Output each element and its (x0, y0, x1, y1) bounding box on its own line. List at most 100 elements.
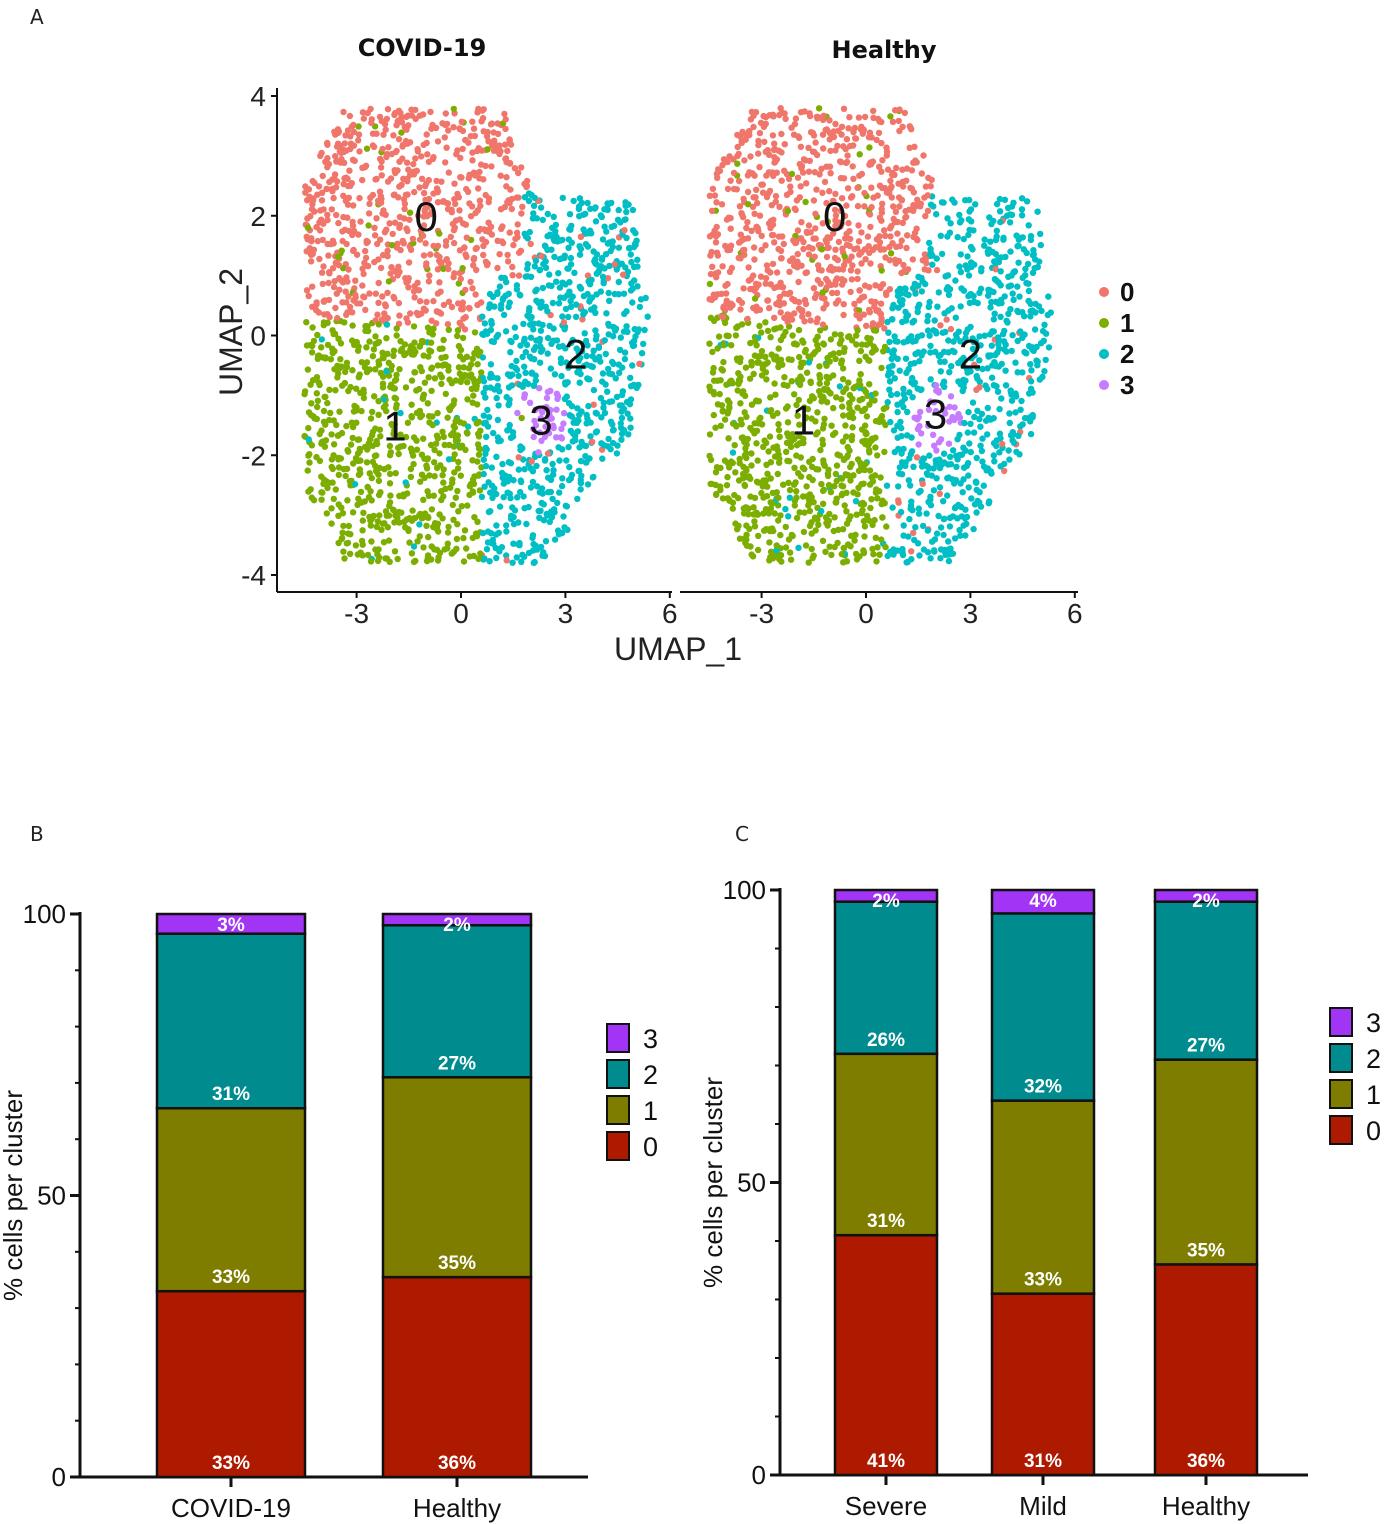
umap-point (740, 195, 747, 203)
umap-point (965, 231, 972, 239)
umap-point (900, 339, 907, 346)
umap-point (872, 534, 879, 541)
umap-point (718, 201, 726, 208)
umap-point (737, 133, 744, 141)
umap-point (374, 518, 382, 525)
umap-point (1002, 382, 1010, 389)
umap-point (1008, 203, 1016, 210)
umap-point (901, 395, 909, 402)
umap-point (514, 221, 521, 228)
umap-point (320, 220, 327, 227)
umap-point (707, 270, 715, 278)
umap-point (716, 390, 723, 398)
umap-point (957, 251, 964, 258)
umap-point (890, 301, 897, 309)
umap-point (946, 229, 954, 236)
bar-legend-label: 3 (1366, 1008, 1381, 1038)
umap-point (795, 396, 802, 404)
umap-point (1002, 367, 1009, 374)
umap-point (325, 296, 333, 304)
bar-y-axis-title: % cells per cluster (698, 1077, 728, 1288)
bar-segment (990, 1292, 1096, 1477)
umap-point (775, 451, 782, 458)
umap-point (861, 189, 868, 197)
umap-point (962, 329, 970, 337)
umap-point (793, 488, 800, 495)
umap-point (812, 210, 819, 217)
umap-point (839, 365, 847, 372)
umap-point (443, 120, 451, 128)
umap-point (437, 259, 445, 266)
umap-point (758, 246, 765, 254)
umap-point (973, 386, 980, 393)
umap-point (430, 492, 437, 499)
umap-point (867, 335, 874, 342)
umap-point (376, 512, 383, 519)
umap-point (465, 423, 472, 430)
umap-point (714, 252, 722, 259)
umap-point (715, 333, 723, 340)
umap-point (989, 362, 996, 369)
umap-point (823, 253, 831, 261)
umap-point (805, 144, 812, 151)
umap-point (818, 398, 825, 405)
umap-point (593, 291, 600, 298)
umap-point (606, 262, 613, 270)
umap-point (487, 384, 494, 391)
bar-segment-label: 32% (1024, 1077, 1062, 1098)
umap-point (744, 201, 752, 208)
umap-point (344, 127, 352, 134)
umap-point (908, 448, 916, 455)
umap-point (775, 245, 782, 253)
umap-point (894, 401, 901, 408)
umap-point (434, 557, 442, 564)
umap-point (395, 136, 403, 143)
umap-point (544, 388, 552, 396)
umap-point (882, 254, 889, 261)
bar-segment-label: 35% (438, 1253, 476, 1274)
umap-point (469, 355, 476, 362)
umap-title-healthy: Healthy (832, 36, 937, 64)
umap-point (485, 228, 493, 236)
umap-point (587, 306, 595, 313)
umap-point (576, 467, 583, 475)
umap-point (1017, 406, 1024, 413)
umap-point (814, 333, 821, 340)
umap-point (386, 442, 394, 450)
umap-point (708, 296, 715, 304)
umap-point (322, 393, 329, 401)
umap-point (748, 450, 755, 457)
umap-point (539, 552, 546, 559)
umap-point (846, 391, 854, 399)
umap-point (464, 502, 471, 509)
umap-point (384, 350, 391, 357)
umap-point (575, 417, 582, 424)
umap-point (712, 239, 720, 246)
umap-point (601, 409, 609, 417)
umap-point (867, 223, 874, 231)
umap-point (979, 435, 986, 442)
umap-point (622, 216, 629, 223)
umap-point (598, 414, 605, 421)
umap-point (314, 331, 321, 339)
umap-point (964, 369, 971, 376)
umap-point (832, 190, 839, 198)
umap-point (458, 174, 465, 181)
umap-point (613, 450, 621, 457)
umap-point (460, 315, 467, 322)
umap-point (308, 238, 315, 245)
umap-point (560, 410, 568, 417)
umap-point (810, 197, 818, 204)
umap-point (910, 463, 917, 470)
umap-point (923, 470, 931, 477)
umap-point (347, 145, 354, 153)
umap-point (513, 357, 520, 365)
umap-point (1029, 269, 1037, 276)
umap-point (574, 495, 581, 503)
umap-point (493, 522, 500, 529)
umap-point (503, 557, 510, 564)
umap-point (854, 456, 862, 463)
umap-point (719, 407, 727, 414)
umap-point (592, 218, 600, 225)
umap-point (375, 398, 382, 405)
